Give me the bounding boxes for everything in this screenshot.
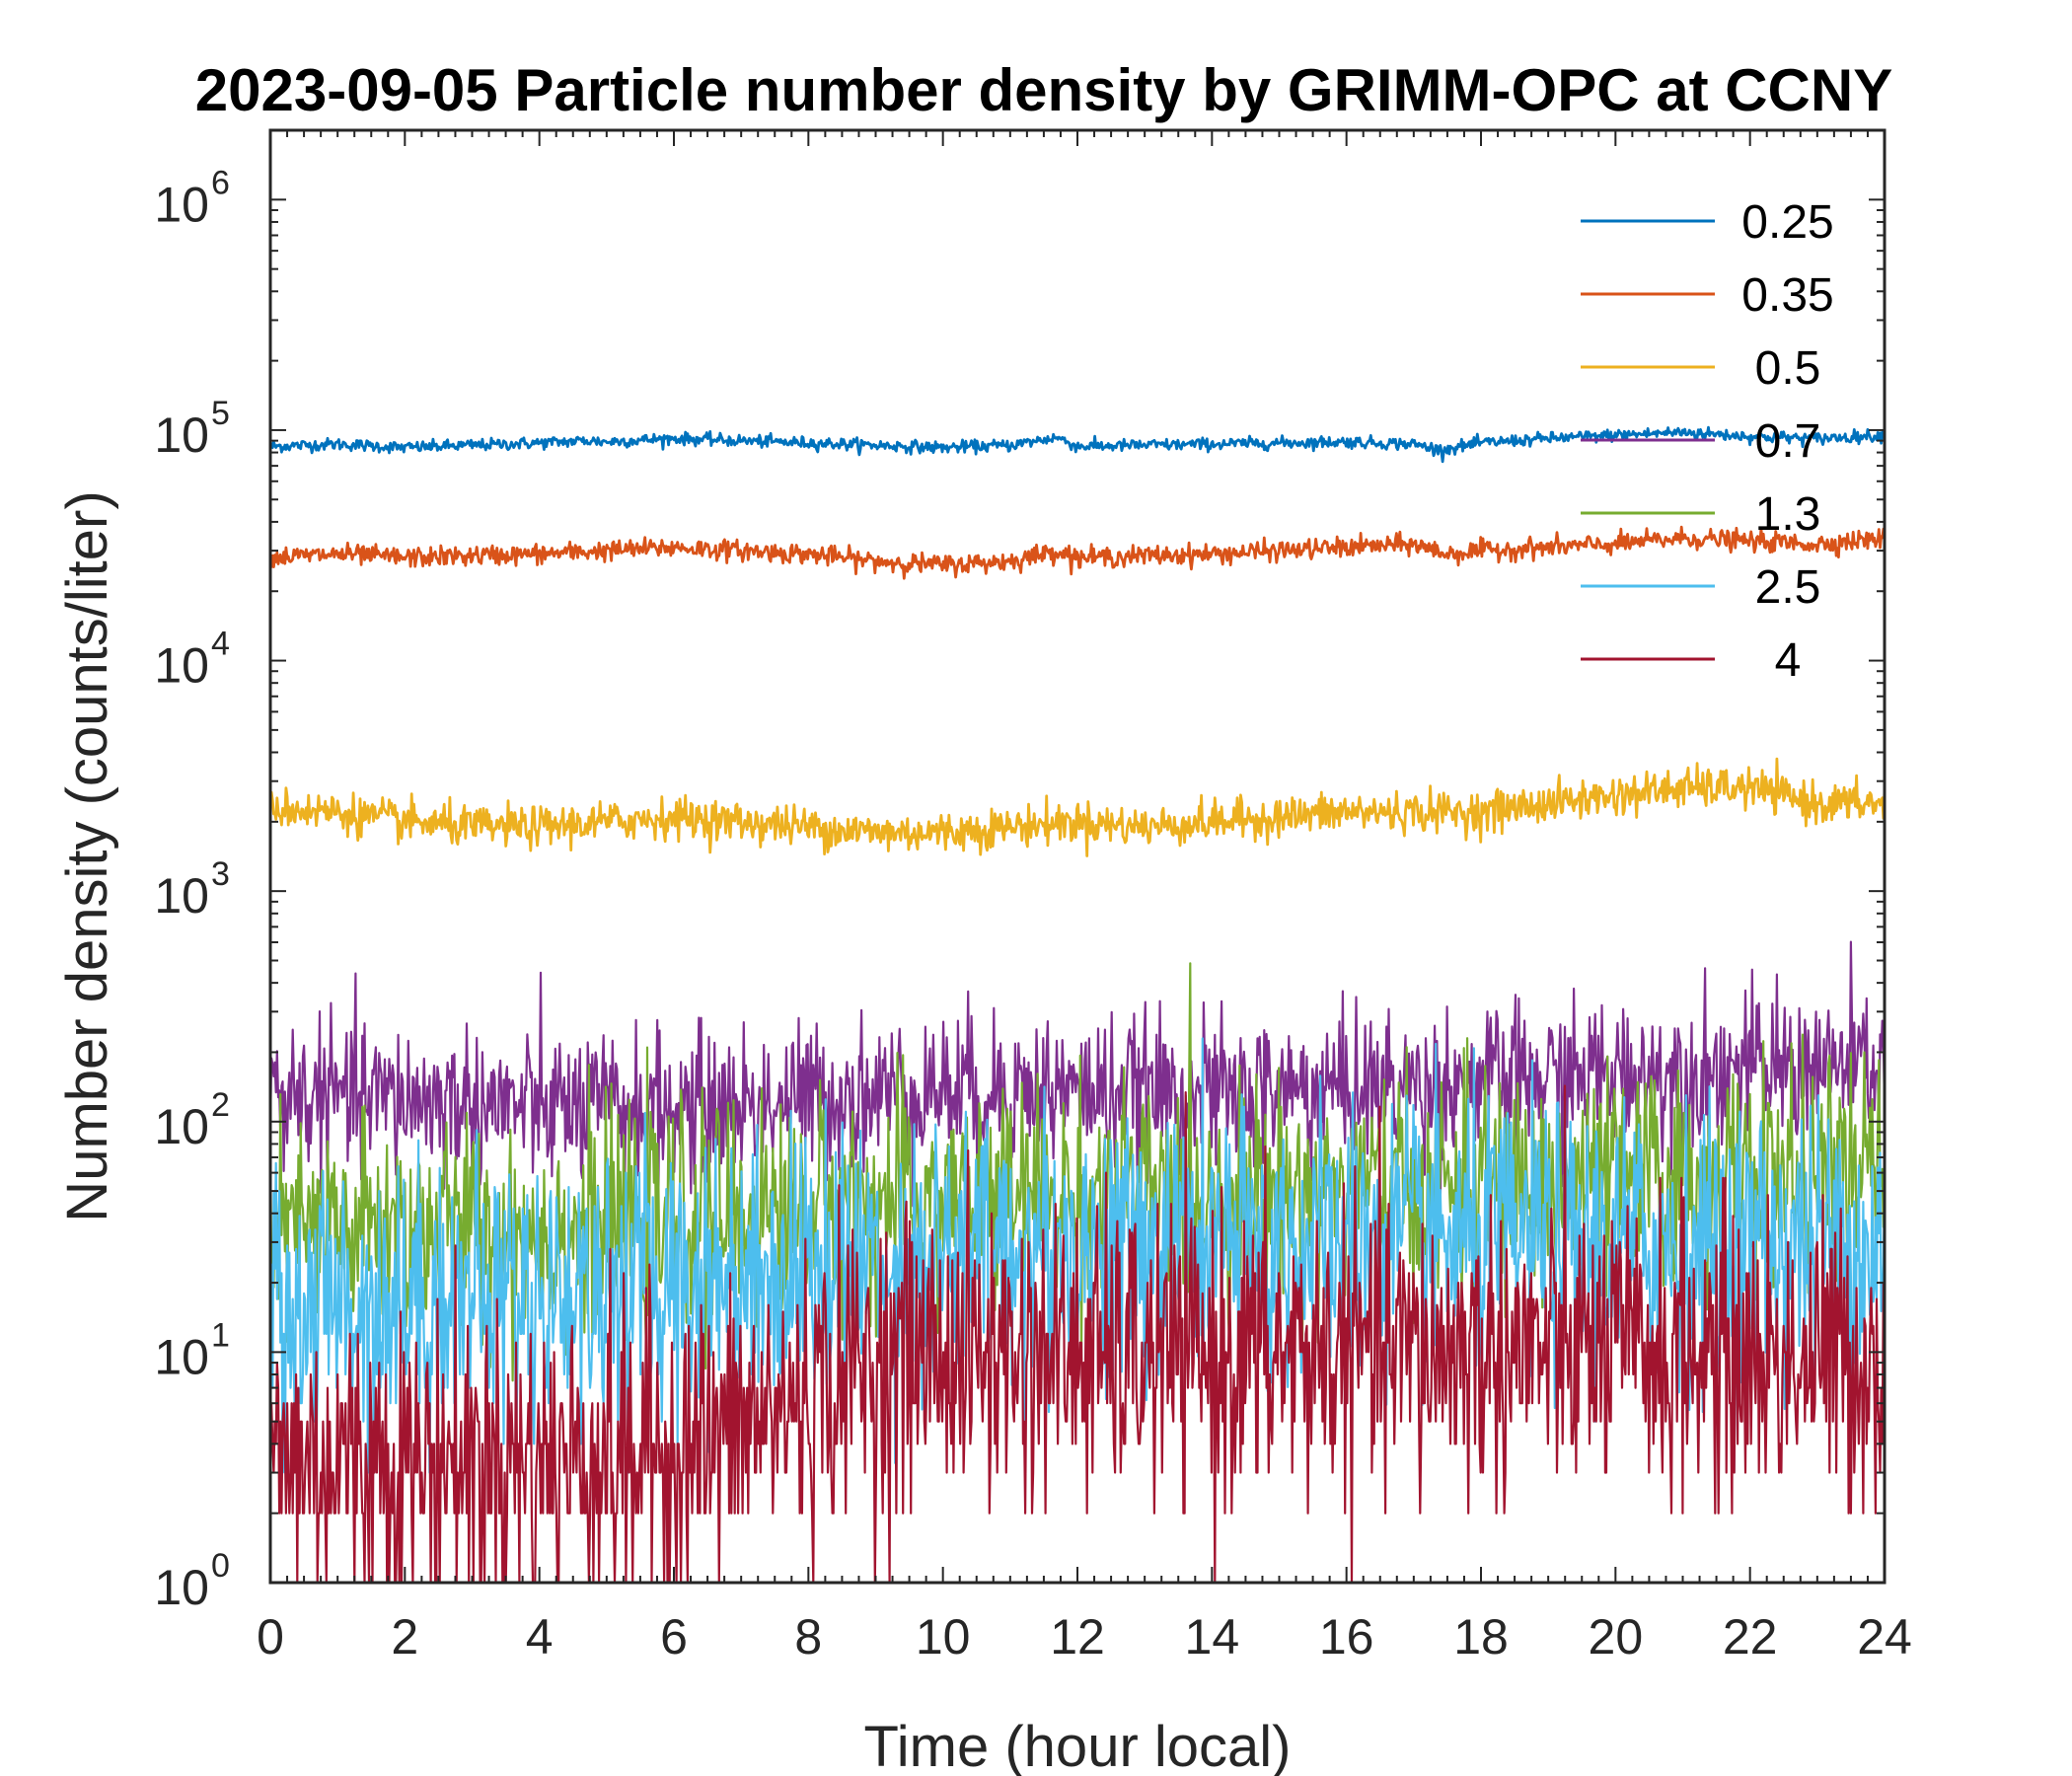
x-axis-label: Time (hour local) — [864, 1715, 1292, 1776]
y-tick-label-exponent: 1 — [211, 1316, 230, 1354]
y-tick-label: 10 — [154, 1099, 209, 1154]
legend-entry-label: 1.3 — [1755, 488, 1821, 541]
x-tick-label: 0 — [257, 1609, 284, 1665]
series-line-0-7 — [270, 940, 1885, 1211]
x-tick-label: 2 — [391, 1609, 418, 1665]
x-tick-label: 6 — [660, 1609, 688, 1665]
x-tick-label: 24 — [1857, 1609, 1912, 1665]
y-axis-ticks — [270, 129, 1885, 1584]
y-tick-label-exponent: 6 — [211, 164, 230, 201]
x-tick-label: 8 — [794, 1609, 822, 1665]
series-line-4 — [270, 1084, 1885, 1583]
y-tick-label-exponent: 3 — [211, 855, 230, 893]
x-tick-label: 18 — [1453, 1609, 1509, 1665]
y-tick-label: 10 — [154, 868, 209, 924]
y-tick-label: 10 — [154, 1329, 209, 1384]
legend-entry-label: 0.5 — [1755, 342, 1821, 395]
x-axis-ticks — [269, 130, 1886, 1583]
x-tick-label: 20 — [1589, 1609, 1644, 1665]
legend: 0.25 0.35 0.5 0.7 1.3 2.5 4 — [1581, 196, 1834, 687]
x-tick-label: 10 — [916, 1609, 971, 1665]
y-axis-label: Number density (counts/liter) — [55, 490, 119, 1221]
legend-entry-label: 0.35 — [1741, 269, 1833, 322]
series-line-1-3 — [270, 962, 1885, 1382]
x-tick-label: 4 — [526, 1609, 554, 1665]
y-tick-label: 10 — [154, 177, 209, 232]
x-tick-label: 16 — [1319, 1609, 1374, 1665]
legend-entry-label: 0.7 — [1755, 415, 1821, 468]
y-tick-label: 10 — [154, 407, 209, 463]
chart-title: 2023-09-05 Particle number density by GR… — [195, 57, 1893, 123]
x-tick-label: 12 — [1050, 1609, 1105, 1665]
legend-entry-label: 0.25 — [1741, 196, 1833, 249]
series-line-0-5 — [270, 757, 1885, 857]
series-line-0-35 — [270, 525, 1885, 580]
legend-entry-label: 4 — [1775, 634, 1802, 687]
x-axis-tick-labels: 0 2 4 6 8 10 12 14 16 18 20 22 24 — [257, 1609, 1912, 1665]
x-tick-label: 22 — [1723, 1609, 1778, 1665]
y-tick-label-exponent: 2 — [211, 1086, 230, 1124]
legend-entry-label: 2.5 — [1755, 561, 1821, 614]
series-line-0-25 — [270, 425, 1885, 464]
y-tick-label-exponent: 0 — [211, 1547, 230, 1585]
y-tick-label-exponent: 5 — [211, 395, 230, 432]
y-tick-label: 10 — [154, 1560, 209, 1615]
x-tick-label: 14 — [1185, 1609, 1240, 1665]
y-tick-label: 10 — [154, 638, 209, 694]
y-tick-label-exponent: 4 — [211, 626, 230, 663]
